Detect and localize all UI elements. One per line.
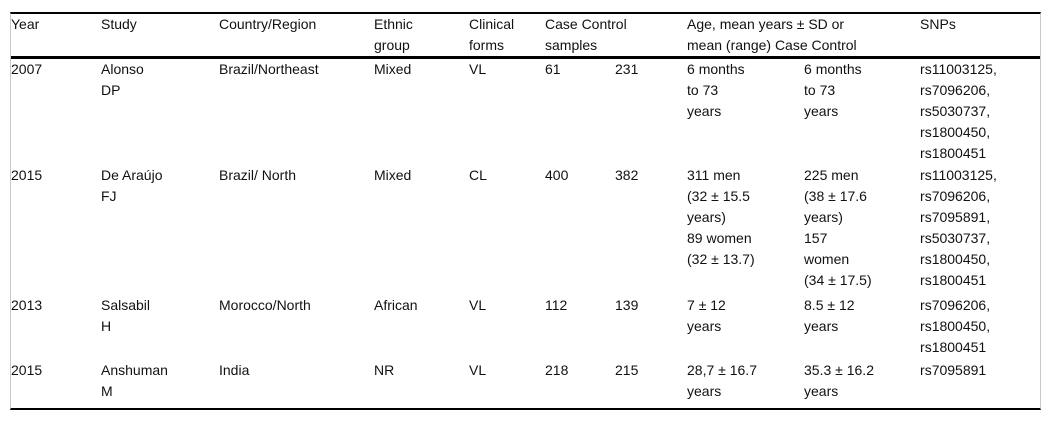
col-header-age: Age, mean years ± SD or mean (range) Cas…: [687, 14, 921, 59]
table-header: Year Study Country/Region Ethnic group C…: [11, 14, 1040, 59]
cell-case-samples: 218: [545, 361, 569, 378]
cell-country: Brazil/Northeast: [219, 61, 319, 77]
table-row: 2015 Anshuman M India NR VL 218 215 28,7…: [11, 360, 1040, 408]
cell-country: Brazil/ North: [219, 166, 297, 183]
cell-study: Salsabil H: [101, 296, 151, 334]
table-row: 2007 Alonso DP Brazil/Northeast Mixed VL…: [11, 58, 1040, 165]
cell-case-samples: 400: [545, 166, 569, 183]
cell-year: 2013: [11, 296, 43, 313]
col-header-country: Country/Region: [219, 14, 374, 59]
cell-clinical-forms: VL: [469, 296, 487, 313]
col-header-clinical-forms: Clinical forms: [469, 14, 545, 59]
studies-table-frame: Year Study Country/Region Ethnic group C…: [10, 12, 1041, 410]
cell-age-case: 28,7 ± 16.7 years: [687, 361, 757, 399]
cell-age-case: 311 men (32 ± 15.5 years) 89 women (32 ±…: [687, 166, 755, 267]
table-row: 2015 De Araújo FJ Brazil/ North Mixed CL…: [11, 165, 1040, 295]
cell-year: 2015: [11, 361, 43, 378]
header-row: Year Study Country/Region Ethnic group C…: [11, 14, 1040, 59]
cell-control-samples: 231: [615, 61, 639, 77]
cell-case-samples: 61: [545, 61, 561, 77]
col-header-snps: SNPs: [920, 14, 1040, 59]
cell-age-control: 35.3 ± 16.2 years: [804, 361, 874, 399]
col-header-case-control-samples: Case Control samples: [545, 14, 688, 59]
col-header-ethnic-group: Ethnic group: [374, 14, 469, 59]
cell-snps: rs7096206, rs1800450, rs1800451: [920, 296, 991, 355]
cell-clinical-forms: VL: [469, 361, 487, 378]
cell-age-control: 225 men (38 ± 17.6 years) 157 women (34 …: [804, 166, 872, 288]
cell-snps: rs11003125, rs7096206, rs7095891, rs5030…: [920, 166, 997, 288]
cell-ethnic-group: NR: [374, 361, 395, 378]
table-body: 2007 Alonso DP Brazil/Northeast Mixed VL…: [11, 58, 1040, 408]
cell-control-samples: 382: [615, 166, 639, 183]
cell-case-samples: 112: [545, 296, 568, 313]
cell-ethnic-group: African: [374, 296, 418, 313]
cell-age-case: 7 ± 12 years: [687, 296, 726, 334]
cell-study: De Araújo FJ: [101, 166, 163, 204]
cell-ethnic-group: Mixed: [374, 166, 412, 183]
cell-age-control: 8.5 ± 12 years: [804, 296, 855, 334]
cell-ethnic-group: Mixed: [374, 61, 412, 77]
cell-clinical-forms: CL: [469, 166, 487, 183]
cell-clinical-forms: VL: [469, 61, 487, 77]
cell-study: Anshuman M: [101, 361, 168, 399]
cell-snps: rs11003125, rs7096206, rs5030737, rs1800…: [920, 61, 997, 161]
cell-age-case: 6 months to 73 years: [687, 61, 745, 119]
cell-country: India: [219, 361, 250, 378]
cell-control-samples: 215: [615, 361, 639, 378]
table-row: 2013 Salsabil H Morocco/North African VL…: [11, 295, 1040, 360]
col-header-study: Study: [101, 14, 219, 59]
cell-year: 2007: [11, 61, 43, 77]
cell-control-samples: 139: [615, 296, 639, 313]
col-header-year: Year: [11, 14, 101, 59]
cell-snps: rs7095891: [920, 361, 987, 378]
studies-table: Year Study Country/Region Ethnic group C…: [11, 14, 1040, 408]
cell-age-control: 6 months to 73 years: [804, 61, 862, 119]
cell-study: Alonso DP: [101, 61, 144, 98]
cell-country: Morocco/North: [219, 296, 311, 313]
cell-year: 2015: [11, 166, 43, 183]
